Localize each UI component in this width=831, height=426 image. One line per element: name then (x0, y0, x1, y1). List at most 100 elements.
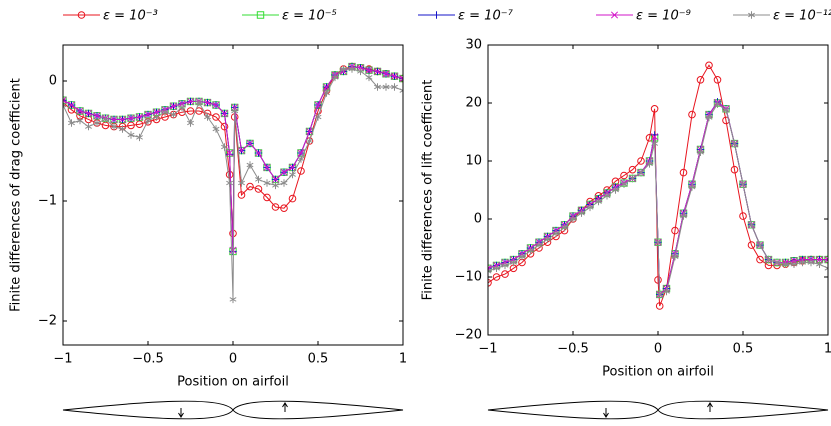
marker (705, 61, 713, 70)
marker (272, 181, 279, 190)
arrow (603, 408, 609, 418)
marker (651, 139, 659, 148)
marker (357, 67, 364, 76)
marker (254, 185, 263, 193)
x-tick-label: 0 (229, 352, 237, 367)
marker (739, 180, 747, 188)
airfoil-left (62, 400, 404, 420)
marker (620, 180, 628, 188)
marker (323, 89, 330, 97)
series (63, 65, 403, 304)
marker (671, 226, 679, 235)
legend-label: ε = 10⁻¹² (773, 9, 831, 24)
series (488, 61, 828, 310)
marker (535, 241, 543, 249)
marker (382, 70, 390, 78)
marker (288, 194, 297, 203)
marker (255, 175, 262, 184)
marker (432, 11, 441, 19)
marker (178, 103, 186, 112)
marker (722, 106, 730, 114)
legend-entry: ε = 10⁻³ (63, 9, 158, 24)
x-tick-label: 1 (824, 342, 831, 357)
marker (671, 253, 679, 261)
marker (67, 101, 76, 109)
marker (144, 111, 152, 119)
marker (646, 160, 653, 168)
marker (118, 115, 127, 123)
marker (696, 76, 705, 84)
marker (663, 287, 670, 296)
marker (399, 86, 403, 95)
marker (76, 116, 84, 125)
marker (348, 65, 356, 73)
marker (212, 101, 220, 109)
marker (237, 147, 246, 155)
marker (221, 143, 228, 151)
marker (620, 171, 628, 180)
marker (612, 186, 619, 194)
marker (391, 83, 398, 91)
series-line (488, 64, 828, 307)
marker (186, 107, 195, 115)
y-tick-label: −10 (455, 270, 482, 285)
marker (289, 170, 296, 179)
marker (561, 224, 568, 232)
marker (135, 120, 144, 128)
marker (119, 125, 126, 133)
marker (816, 260, 823, 268)
marker (773, 258, 781, 267)
marker (399, 74, 403, 83)
marker (650, 105, 659, 113)
marker (263, 193, 271, 202)
marker (756, 241, 764, 249)
marker (110, 115, 118, 123)
marker (161, 108, 169, 116)
marker (229, 295, 237, 304)
series-line (63, 66, 403, 251)
marker (390, 72, 399, 80)
marker (127, 121, 135, 130)
marker (655, 302, 664, 310)
marker (127, 131, 135, 139)
marker (212, 125, 220, 133)
marker (637, 157, 645, 165)
y-axis-label: Finite differences of lift coefficient (421, 80, 436, 301)
marker (492, 273, 501, 281)
marker (595, 197, 602, 206)
marker (807, 258, 815, 267)
legend-label: ε = 10⁻⁹ (636, 9, 691, 24)
marker (628, 165, 637, 174)
legend-entry: ε = 10⁻⁵ (242, 9, 337, 24)
marker (68, 119, 75, 127)
marker (76, 107, 84, 115)
marker (747, 241, 756, 249)
marker (256, 11, 265, 19)
marker (731, 139, 738, 148)
legend-label: ε = 10⁻⁵ (282, 9, 337, 24)
x-tick-label: −1 (478, 342, 497, 357)
marker (186, 97, 195, 105)
marker (488, 264, 492, 272)
marker (246, 139, 254, 147)
marker (231, 107, 239, 115)
marker (756, 255, 764, 264)
airfoil-right (487, 400, 829, 420)
marker (271, 175, 280, 183)
y-tick-label: 30 (465, 38, 482, 53)
legend-label: ε = 10⁻⁷ (458, 9, 514, 24)
marker (203, 99, 212, 107)
marker (578, 209, 585, 217)
y-axis-label: Finite differences of drag coefficient (9, 78, 24, 312)
marker (63, 101, 67, 109)
plot-frame (487, 44, 829, 336)
marker (226, 149, 234, 157)
marker (790, 260, 798, 268)
marker (501, 270, 509, 278)
marker (799, 258, 806, 267)
marker (229, 247, 237, 256)
marker (680, 212, 687, 220)
marker (220, 109, 229, 117)
marker (510, 258, 517, 267)
marker (697, 148, 704, 156)
